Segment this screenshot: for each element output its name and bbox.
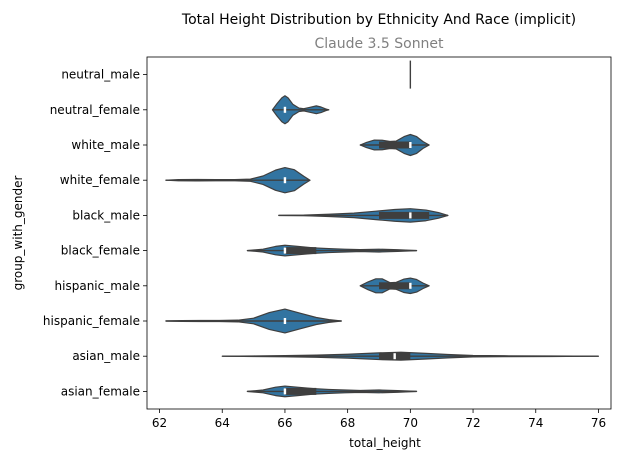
violin-box-black_female — [284, 247, 317, 255]
violin-median-hispanic_female — [283, 318, 287, 324]
y-tick-label: neutral_male — [61, 68, 140, 82]
violin-neutral_female — [271, 95, 330, 125]
violin-median-asian_male — [393, 353, 396, 360]
y-tick-label: asian_male — [72, 349, 140, 363]
chart-subtitle: Claude 3.5 Sonnet — [314, 36, 444, 52]
violin-median-black_male — [409, 212, 412, 219]
violin-hispanic_male — [359, 277, 430, 295]
violin-black_female — [246, 244, 418, 257]
y-tick-label: white_male — [71, 138, 140, 152]
violin-white_female — [165, 167, 311, 194]
y-tick-label: black_male — [72, 208, 140, 222]
x-axis-ticks: 62 64 66 68 70 72 74 76 — [152, 409, 606, 430]
x-tick-label: 74 — [528, 416, 543, 430]
y-tick-label: white_female — [60, 173, 140, 187]
plot-area-frame — [146, 56, 612, 410]
violin-box-hispanic_male — [379, 282, 411, 290]
x-axis-label: total_height — [349, 436, 421, 450]
violin-median-hispanic_male — [409, 282, 412, 289]
x-tick-label: 64 — [215, 416, 230, 430]
violin-hispanic_female — [165, 308, 342, 334]
x-tick-label: 76 — [591, 416, 606, 430]
violin-median-white_female — [283, 177, 287, 184]
violin-asian_female — [246, 385, 418, 398]
y-tick-label: neutral_female — [50, 103, 140, 117]
y-tick-label: black_female — [61, 244, 140, 258]
y-tick-label: hispanic_female — [43, 314, 140, 328]
violin-median-neutral_female — [283, 106, 287, 113]
violin-box-white_male — [379, 141, 411, 149]
x-tick-label: 62 — [152, 416, 167, 430]
y-axis-label: group_with_gender — [11, 176, 25, 291]
x-tick-label: 68 — [340, 416, 355, 430]
violin-layer — [165, 60, 600, 398]
y-axis-ticks: neutral_male neutral_female white_malewhit… — [43, 68, 147, 398]
x-tick-label: 70 — [403, 416, 418, 430]
violin-median-asian_female — [283, 388, 287, 395]
violin-asian_male — [221, 351, 600, 361]
violin-white_male — [359, 133, 430, 157]
x-tick-label: 66 — [277, 416, 292, 430]
y-tick-label: asian_female — [61, 384, 140, 398]
violin-box-black_male — [379, 211, 430, 219]
x-tick-label: 72 — [465, 416, 480, 430]
violin-median-white_male — [409, 142, 412, 148]
violin-black_male — [278, 208, 449, 223]
y-tick-label: hispanic_male — [55, 279, 140, 293]
violin-median-black_female — [283, 247, 287, 254]
violin-box-asian_female — [284, 387, 317, 395]
chart-title: Total Height Distribution by Ethnicity A… — [181, 12, 576, 28]
